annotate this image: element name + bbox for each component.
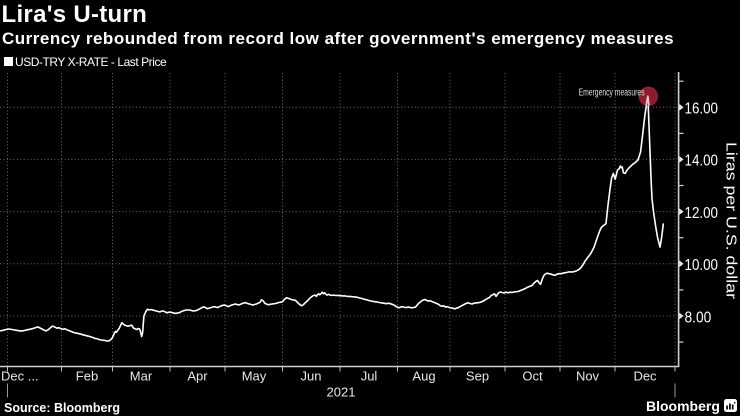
svg-text:2021: 2021 [327, 385, 356, 400]
svg-text:Dec: Dec [633, 369, 657, 384]
svg-text:Jul: Jul [361, 369, 378, 384]
svg-text:Liras per U.S. dollar: Liras per U.S. dollar [723, 142, 740, 299]
svg-text:Jun: Jun [301, 369, 322, 384]
svg-text:16.00: 16.00 [685, 101, 719, 118]
svg-text:Nov: Nov [576, 369, 600, 384]
svg-text:14.00: 14.00 [685, 153, 719, 170]
svg-text:Aug: Aug [412, 369, 435, 384]
svg-text:8.00: 8.00 [685, 309, 712, 326]
svg-text:12.00: 12.00 [685, 205, 719, 222]
svg-text:10.00: 10.00 [685, 257, 719, 274]
svg-text:Feb: Feb [76, 369, 98, 384]
svg-text:Apr: Apr [187, 369, 208, 384]
svg-text:Dec ...: Dec ... [1, 369, 39, 384]
svg-text:May: May [242, 369, 267, 384]
svg-text:Oct: Oct [522, 369, 543, 384]
svg-text:Mar: Mar [130, 369, 153, 384]
svg-text:Emergency measures: Emergency measures [579, 87, 645, 98]
svg-text:Sep: Sep [466, 369, 489, 384]
